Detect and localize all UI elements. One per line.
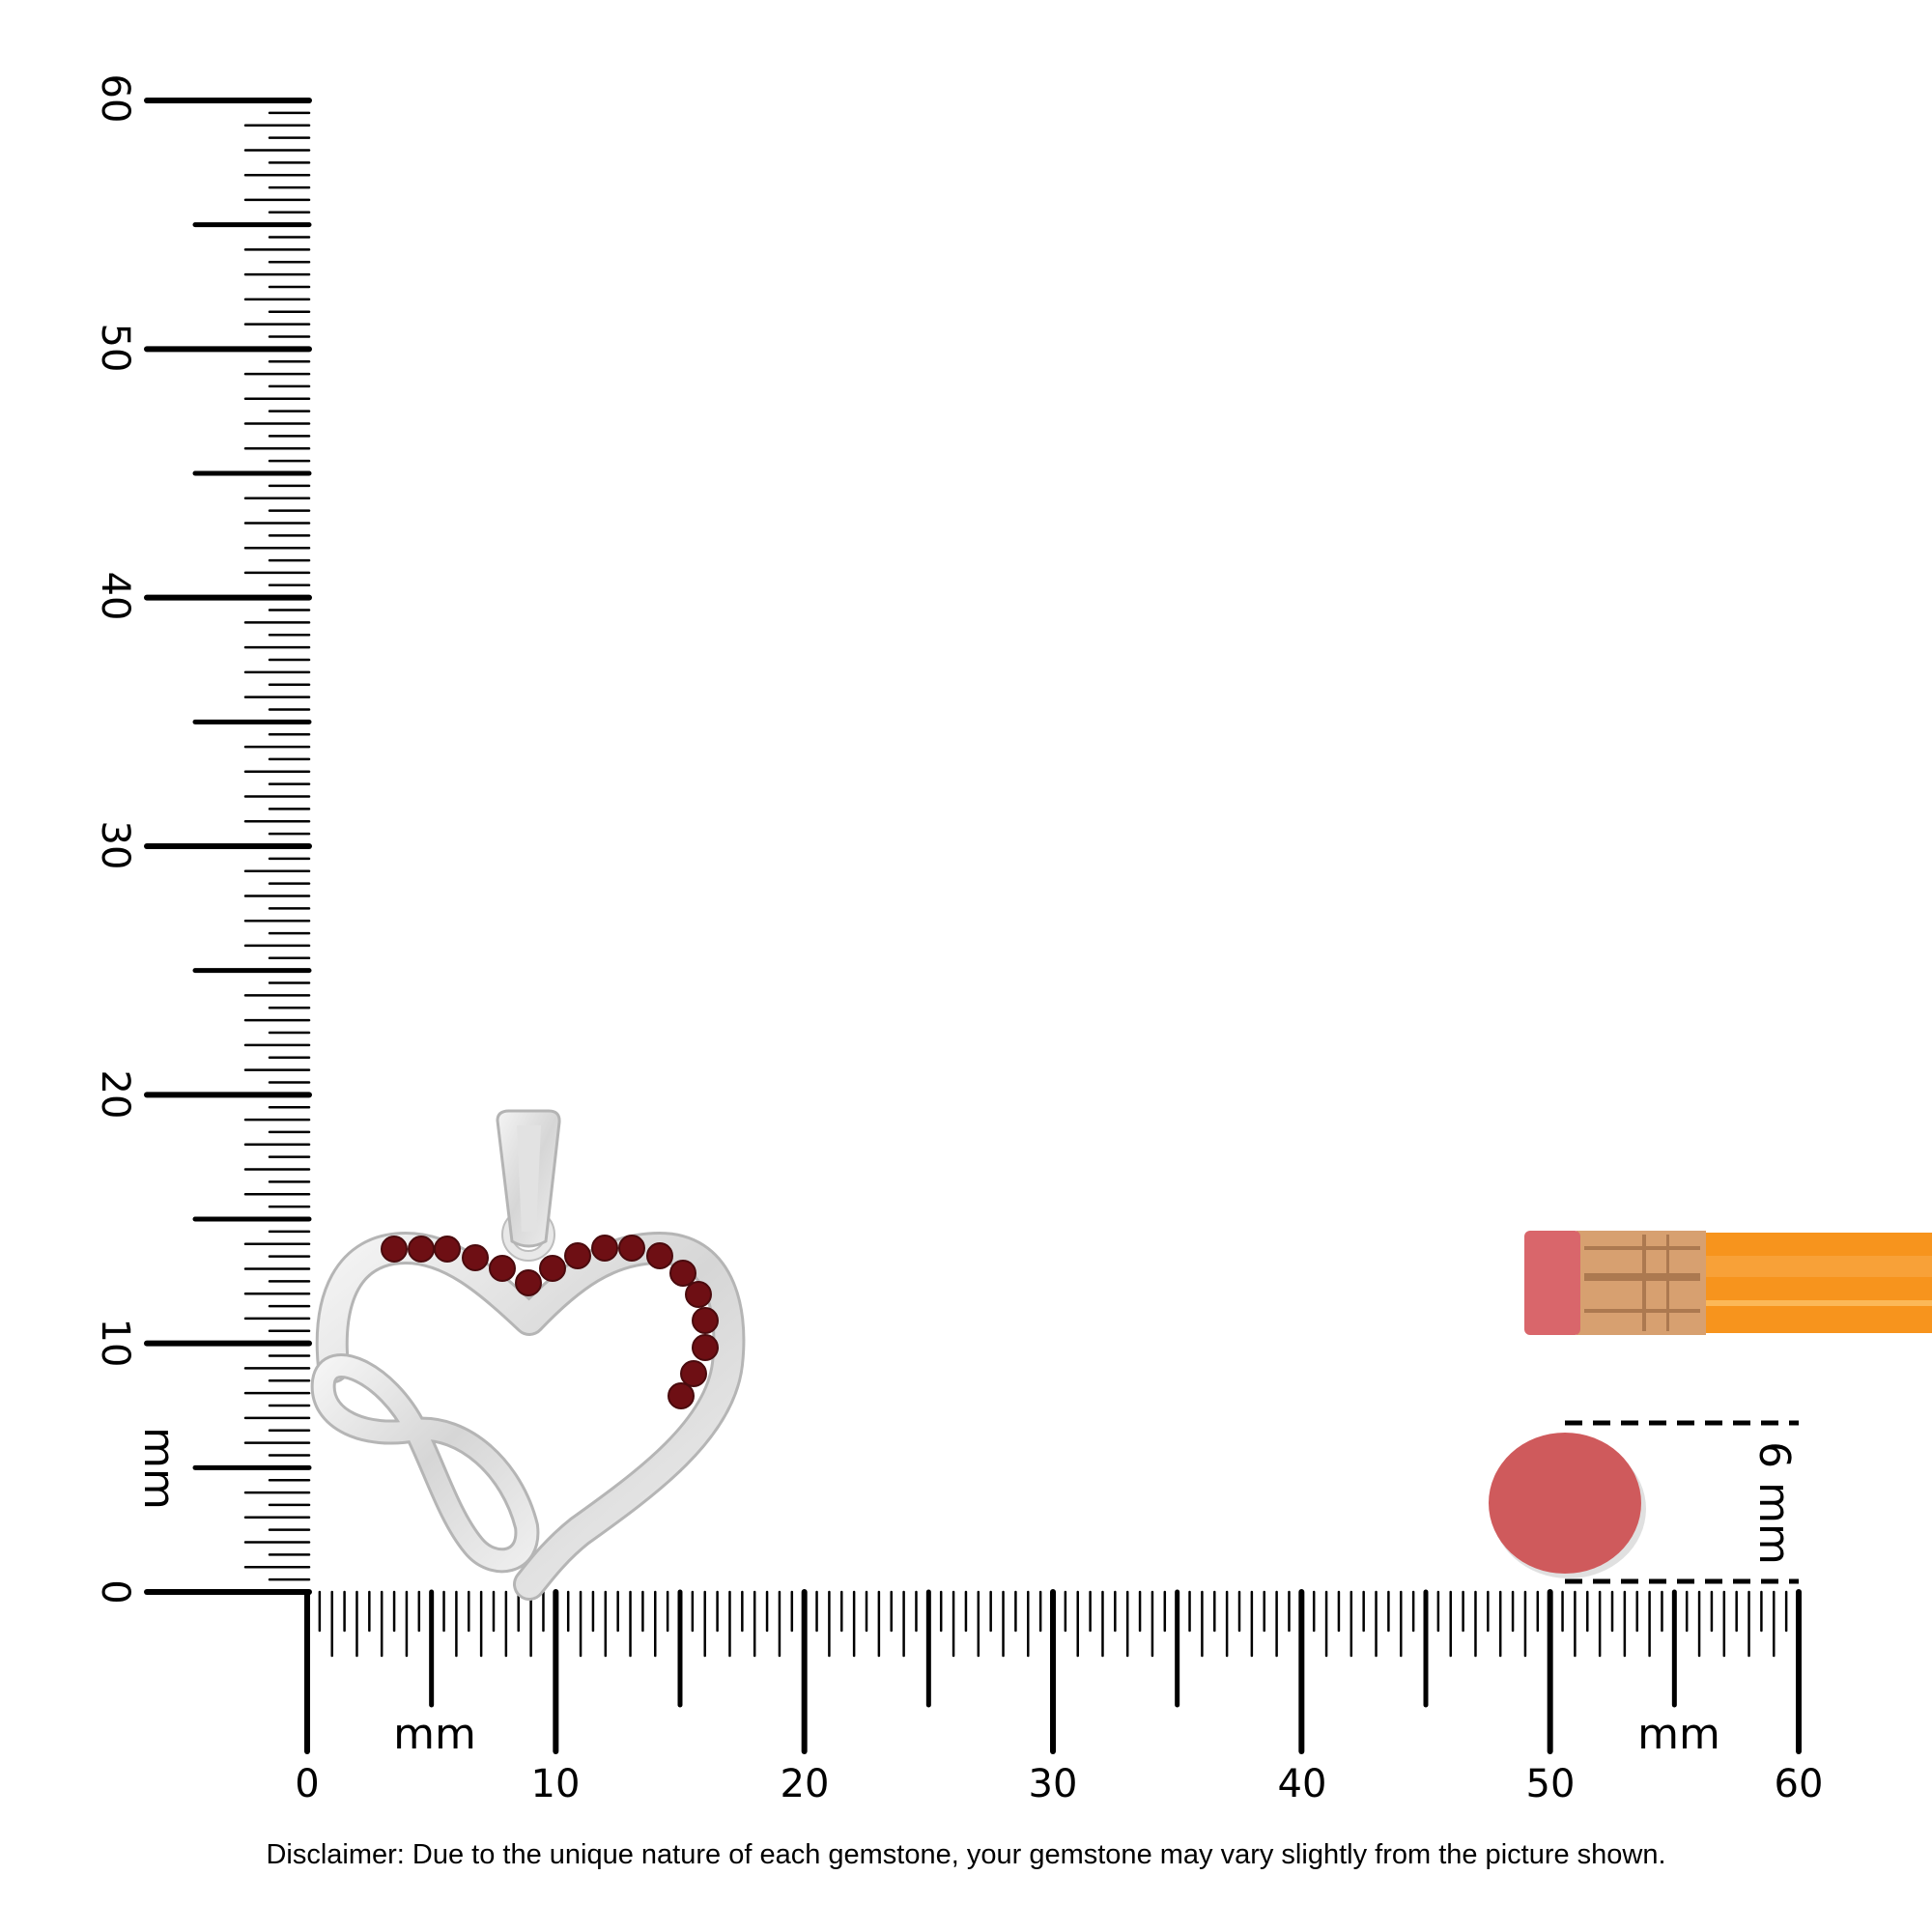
gemstone <box>489 1255 516 1282</box>
vertical-label-30: 30 <box>93 821 137 870</box>
horizontal-label-0: 0 <box>295 1762 319 1806</box>
horizontal-label-60: 60 <box>1775 1762 1824 1806</box>
vertical-unit-label: mm <box>134 1427 184 1510</box>
vertical-label-60: 60 <box>93 74 137 124</box>
vertical-label-50: 50 <box>93 324 137 373</box>
vertical-label-10: 10 <box>93 1319 137 1368</box>
horizontal-label-40: 40 <box>1278 1762 1327 1806</box>
gemstones <box>381 1235 719 1409</box>
gemstone <box>515 1269 542 1296</box>
horizontal-label-10: 10 <box>531 1762 581 1806</box>
gemstone <box>680 1360 707 1387</box>
gemstone <box>685 1281 712 1308</box>
stone-size-reference: 6 mm <box>1489 1420 1799 1584</box>
stone-size-label: 6 mm <box>1749 1441 1799 1565</box>
gemstone <box>591 1235 618 1262</box>
infinity-symbol <box>310 1353 540 1574</box>
horizontal-unit-label-left: mm <box>393 1710 476 1759</box>
gemstone <box>668 1382 695 1409</box>
reference-stone <box>1489 1433 1641 1574</box>
gemstone <box>434 1236 461 1263</box>
gemstone <box>618 1235 645 1262</box>
pencil-eraser <box>1524 1231 1580 1335</box>
gemstone <box>669 1260 696 1287</box>
gemstone <box>408 1236 435 1263</box>
gemstone <box>692 1334 719 1361</box>
vertical-ruler <box>144 98 312 1595</box>
gemstone <box>539 1255 566 1282</box>
pencil-body <box>1704 1233 1932 1333</box>
horizontal-label-20: 20 <box>781 1762 830 1806</box>
gemstone <box>462 1244 489 1271</box>
pendant-bail <box>496 1109 561 1262</box>
gemstone <box>692 1307 719 1334</box>
horizontal-label-50: 50 <box>1526 1762 1576 1806</box>
vertical-ruler-labels: 0 10 20 30 40 50 60 mm <box>93 74 184 1605</box>
vertical-label-40: 40 <box>93 572 137 621</box>
gemstone <box>646 1242 673 1269</box>
horizontal-ruler <box>304 1589 1802 1754</box>
horizontal-label-30: 30 <box>1029 1762 1078 1806</box>
disclaimer-text: Disclaimer: Due to the unique nature of … <box>266 1839 1666 1870</box>
pencil-reference <box>1524 1231 1932 1335</box>
heart-infinity-pendant <box>310 1109 746 1601</box>
horizontal-ruler-labels: 0 10 20 30 40 50 60 mm mm <box>295 1710 1823 1806</box>
vertical-label-20: 20 <box>93 1070 137 1120</box>
vertical-label-0: 0 <box>93 1579 137 1604</box>
gemstone <box>564 1242 591 1269</box>
horizontal-unit-label-right: mm <box>1637 1710 1720 1759</box>
gemstone <box>381 1236 408 1263</box>
